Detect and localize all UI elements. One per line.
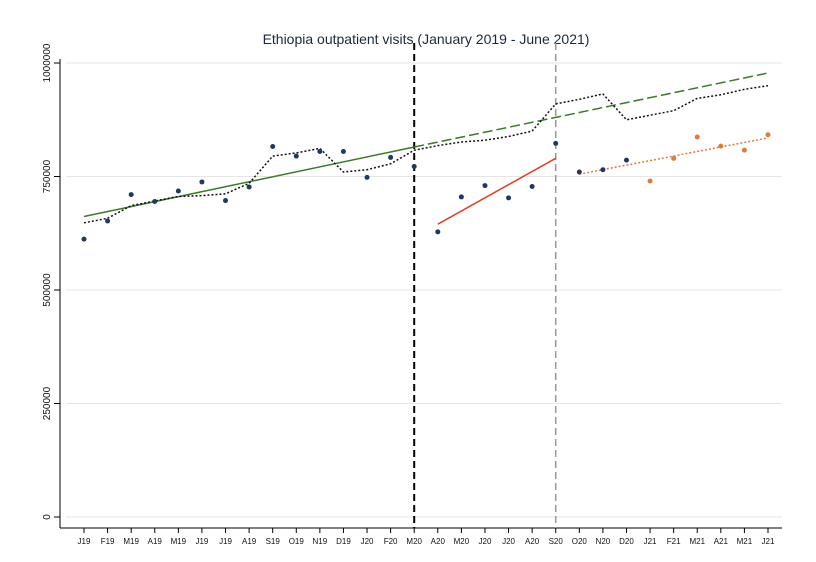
x-tick-label-14: M20 <box>406 537 422 546</box>
x-tick-label-24: J21 <box>644 537 657 546</box>
y-tick-label-250000: 250000 <box>42 386 53 420</box>
x-tick-label-10: N19 <box>313 537 328 546</box>
series-line-7 <box>83 84 769 224</box>
data-point-0-8 <box>270 144 276 150</box>
x-tick-label-5: J19 <box>195 537 208 546</box>
series-line-3 <box>83 146 415 218</box>
data-point-1-3 <box>506 195 512 201</box>
series-line-5 <box>437 157 557 225</box>
data-point-0-6 <box>223 198 229 204</box>
data-point-2-1 <box>671 155 677 161</box>
x-tick-label-20: S20 <box>549 537 564 546</box>
grid <box>66 62 782 518</box>
data-point-1-0 <box>435 229 441 235</box>
vertical-markers <box>413 43 557 528</box>
x-tick-label-1: F19 <box>101 537 115 546</box>
data-point-1-2 <box>482 183 488 189</box>
x-tick-label-7: A19 <box>242 537 257 546</box>
data-point-0-4 <box>175 188 181 194</box>
data-point-1-7 <box>600 167 606 173</box>
x-tick-label-0: J19 <box>78 537 91 546</box>
data-point-0-3 <box>152 198 158 204</box>
series-line-4 <box>414 72 769 148</box>
x-tick-label-8: S19 <box>266 537 281 546</box>
data-point-0-14 <box>411 164 417 170</box>
x-tick-label-13: F20 <box>384 537 398 546</box>
x-tick-label-22: N20 <box>596 537 611 546</box>
x-tick-label-11: D19 <box>336 537 351 546</box>
data-point-1-4 <box>529 183 535 189</box>
data-point-0-13 <box>388 154 394 160</box>
data-point-2-4 <box>741 147 747 153</box>
data-point-1-1 <box>458 194 464 200</box>
x-tick-label-28: M21 <box>737 537 753 546</box>
data-point-2-3 <box>718 143 724 149</box>
axes <box>54 59 782 533</box>
x-tick-label-21: O20 <box>572 537 588 546</box>
x-tick-label-27: A21 <box>714 537 729 546</box>
x-tick-label-26: M21 <box>689 537 705 546</box>
x-tick-label-23: D20 <box>619 537 634 546</box>
data-point-2-2 <box>694 134 700 140</box>
x-tick-labels: J19 F19 M19 A19 M19 J19 J19 A19 S19 O19 N19 D19 J20 F… <box>78 537 775 546</box>
x-tick-label-29: J21 <box>762 537 775 546</box>
x-tick-label-3: A19 <box>148 537 163 546</box>
data-point-0-0 <box>81 236 87 242</box>
data-point-0-10 <box>317 149 323 155</box>
data-point-0-9 <box>293 153 299 159</box>
x-tick-label-17: J20 <box>479 537 492 546</box>
data-point-0-5 <box>199 179 205 185</box>
x-tick-label-9: O19 <box>289 537 305 546</box>
data-point-0-11 <box>340 149 346 155</box>
x-tick-label-12: J20 <box>361 537 374 546</box>
x-tick-label-6: J19 <box>219 537 232 546</box>
y-tick-label-1000000: 1000000 <box>42 43 53 82</box>
data-point-0-12 <box>364 174 370 180</box>
data-point-0-2 <box>128 192 134 198</box>
y-tick-label-500000: 500000 <box>42 273 53 307</box>
data-point-0-7 <box>246 184 252 190</box>
data-point-1-5 <box>553 140 559 146</box>
y-tick-labels: 0 250000 500000 750000 1000000 <box>42 43 53 520</box>
data-point-1-8 <box>623 157 629 163</box>
y-tick-label-0: 0 <box>42 514 53 520</box>
data-point-2-0 <box>647 178 653 184</box>
x-tick-label-4: M19 <box>171 537 187 546</box>
data-point-2-5 <box>765 132 771 138</box>
data-point-0-1 <box>105 218 111 224</box>
x-tick-label-25: F21 <box>667 537 681 546</box>
data-point-1-6 <box>576 169 582 175</box>
x-tick-label-19: A20 <box>525 537 540 546</box>
chart-title: Ethiopia outpatient visits (January 2019… <box>263 31 590 47</box>
x-tick-label-18: J20 <box>502 537 515 546</box>
x-tick-label-15: A20 <box>431 537 446 546</box>
series-points <box>81 132 771 242</box>
x-tick-label-16: M20 <box>454 537 470 546</box>
y-tick-label-750000: 750000 <box>42 159 53 193</box>
x-tick-label-2: M19 <box>123 537 139 546</box>
